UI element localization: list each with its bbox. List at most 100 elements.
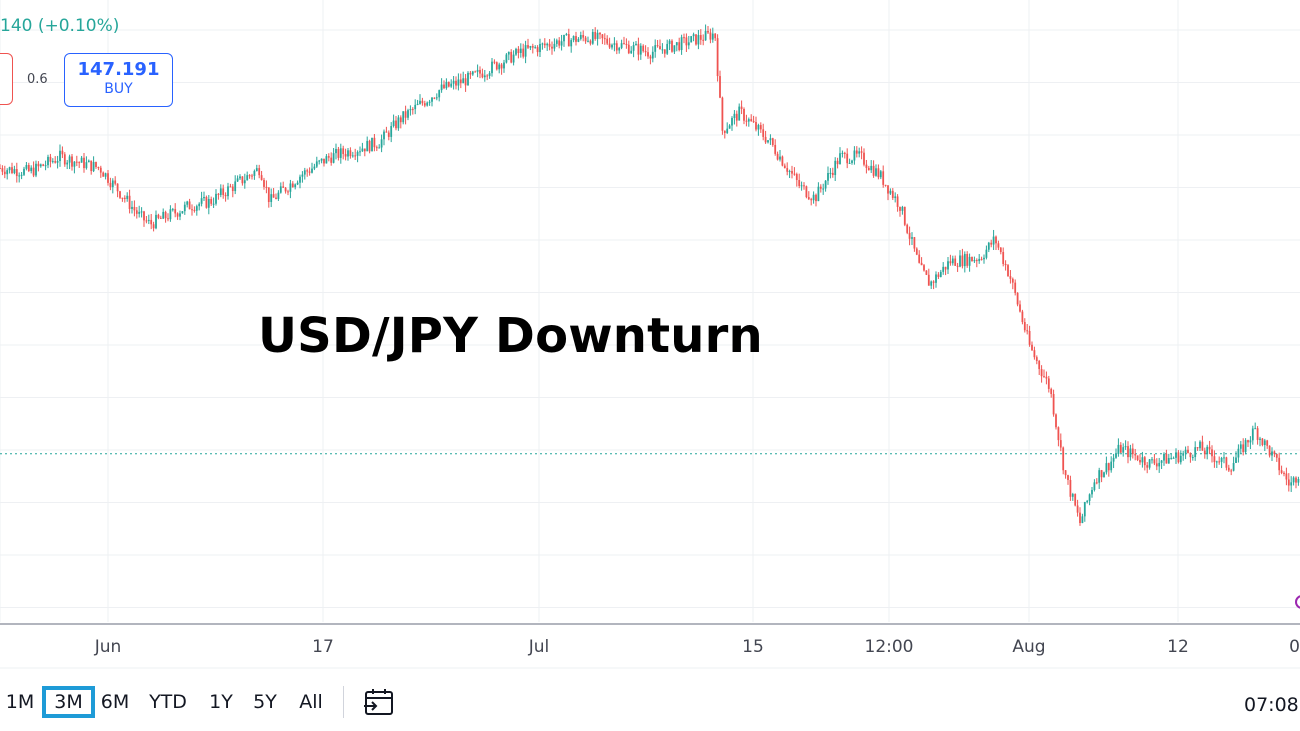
candle-body (704, 30, 707, 41)
candle-body (371, 137, 373, 152)
candle-body (1165, 453, 1168, 464)
candle-body (618, 47, 621, 51)
candle-body (534, 47, 537, 49)
candle-body (848, 162, 851, 164)
candle-body (707, 30, 709, 33)
candle-body (726, 128, 729, 133)
candle-body (373, 137, 376, 148)
candle-body (253, 170, 256, 176)
candle-body (255, 168, 258, 171)
candle-body (1230, 470, 1233, 472)
candle-body (558, 40, 561, 46)
candle-body (1213, 456, 1216, 463)
candle-body (584, 37, 587, 42)
candle-body (699, 35, 702, 40)
candle-body (836, 160, 839, 165)
candle-body (755, 122, 757, 130)
candle-body (385, 131, 388, 133)
candle-body (839, 153, 841, 165)
candle-body (1059, 440, 1062, 448)
candle-body (464, 78, 467, 86)
candle-body (1211, 449, 1213, 457)
buy-price: 147.191 (77, 59, 160, 80)
range-6m-button[interactable]: 6M (100, 691, 130, 713)
range-3m-button[interactable]: 3M (42, 686, 95, 718)
candle-body (1076, 505, 1079, 513)
candle-body (15, 169, 18, 177)
candle-body (702, 39, 705, 41)
candle-body (1127, 446, 1129, 458)
x-tick-label: 12:00 (865, 637, 914, 657)
candle-body (404, 111, 407, 118)
candle-body (829, 172, 832, 174)
candle-body (572, 36, 575, 41)
candle-body (229, 186, 232, 188)
candle-body (630, 50, 633, 54)
candle-body (1, 168, 4, 172)
candle-body (380, 139, 383, 148)
candle-body (1196, 447, 1199, 449)
candle-body (457, 79, 460, 86)
candle-body (1218, 461, 1221, 463)
candle-body (270, 194, 273, 203)
candle-body (779, 156, 781, 160)
candle-body (95, 161, 97, 168)
candle-body (30, 167, 33, 172)
candle-body (1067, 475, 1069, 480)
range-all-button[interactable]: All (299, 691, 323, 713)
candle-body (349, 150, 352, 157)
candle-body (942, 266, 945, 272)
candle-body (769, 138, 772, 141)
candle-body (1103, 472, 1105, 478)
candle-body (210, 198, 213, 204)
candle-body (1134, 454, 1137, 456)
candle-body (438, 90, 441, 98)
candle-body (347, 150, 349, 157)
candle-body (1160, 460, 1163, 463)
candle-body (500, 64, 503, 69)
candle-body (272, 194, 275, 198)
candle-body (757, 125, 760, 130)
candle-body (260, 175, 263, 180)
candle-body (522, 48, 525, 57)
candle-body (1062, 447, 1065, 471)
buy-button[interactable]: 147.191 BUY (64, 53, 173, 107)
candle-body (1232, 463, 1235, 471)
candle-body (277, 192, 280, 199)
candle-body (743, 109, 745, 121)
candle-body (563, 34, 565, 42)
candle-body (1050, 388, 1053, 395)
candle-body (212, 203, 215, 205)
candle-body (1143, 457, 1146, 466)
candle-body (505, 54, 508, 63)
candle-body (548, 43, 551, 47)
candle-body (51, 161, 54, 163)
candle-body (1242, 444, 1245, 453)
range-5y-button[interactable]: 5Y (253, 691, 277, 713)
candle-body (1194, 447, 1197, 458)
candle-body (661, 49, 664, 51)
range-ytd-button[interactable]: YTD (149, 691, 187, 713)
candle-body (284, 187, 287, 192)
candle-body (764, 136, 767, 143)
range-1m-button[interactable]: 1M (5, 691, 35, 713)
candle-body (207, 198, 210, 208)
candle-body (445, 81, 448, 89)
candle-body (78, 162, 81, 164)
candle-body (1271, 451, 1273, 456)
candle-body (997, 243, 1000, 248)
candle-body (3, 171, 6, 175)
candle-body (243, 180, 246, 184)
candle-body (1131, 448, 1134, 455)
candle-body (1182, 453, 1185, 456)
calendar-goto-icon[interactable] (362, 688, 396, 718)
candle-body (1115, 454, 1117, 458)
candle-body (666, 43, 669, 54)
candle-body (966, 253, 969, 266)
candle-body (181, 211, 184, 214)
sell-button[interactable] (0, 53, 13, 105)
candle-body (1263, 440, 1266, 445)
range-1y-button[interactable]: 1Y (209, 691, 233, 713)
candle-body (565, 34, 568, 36)
